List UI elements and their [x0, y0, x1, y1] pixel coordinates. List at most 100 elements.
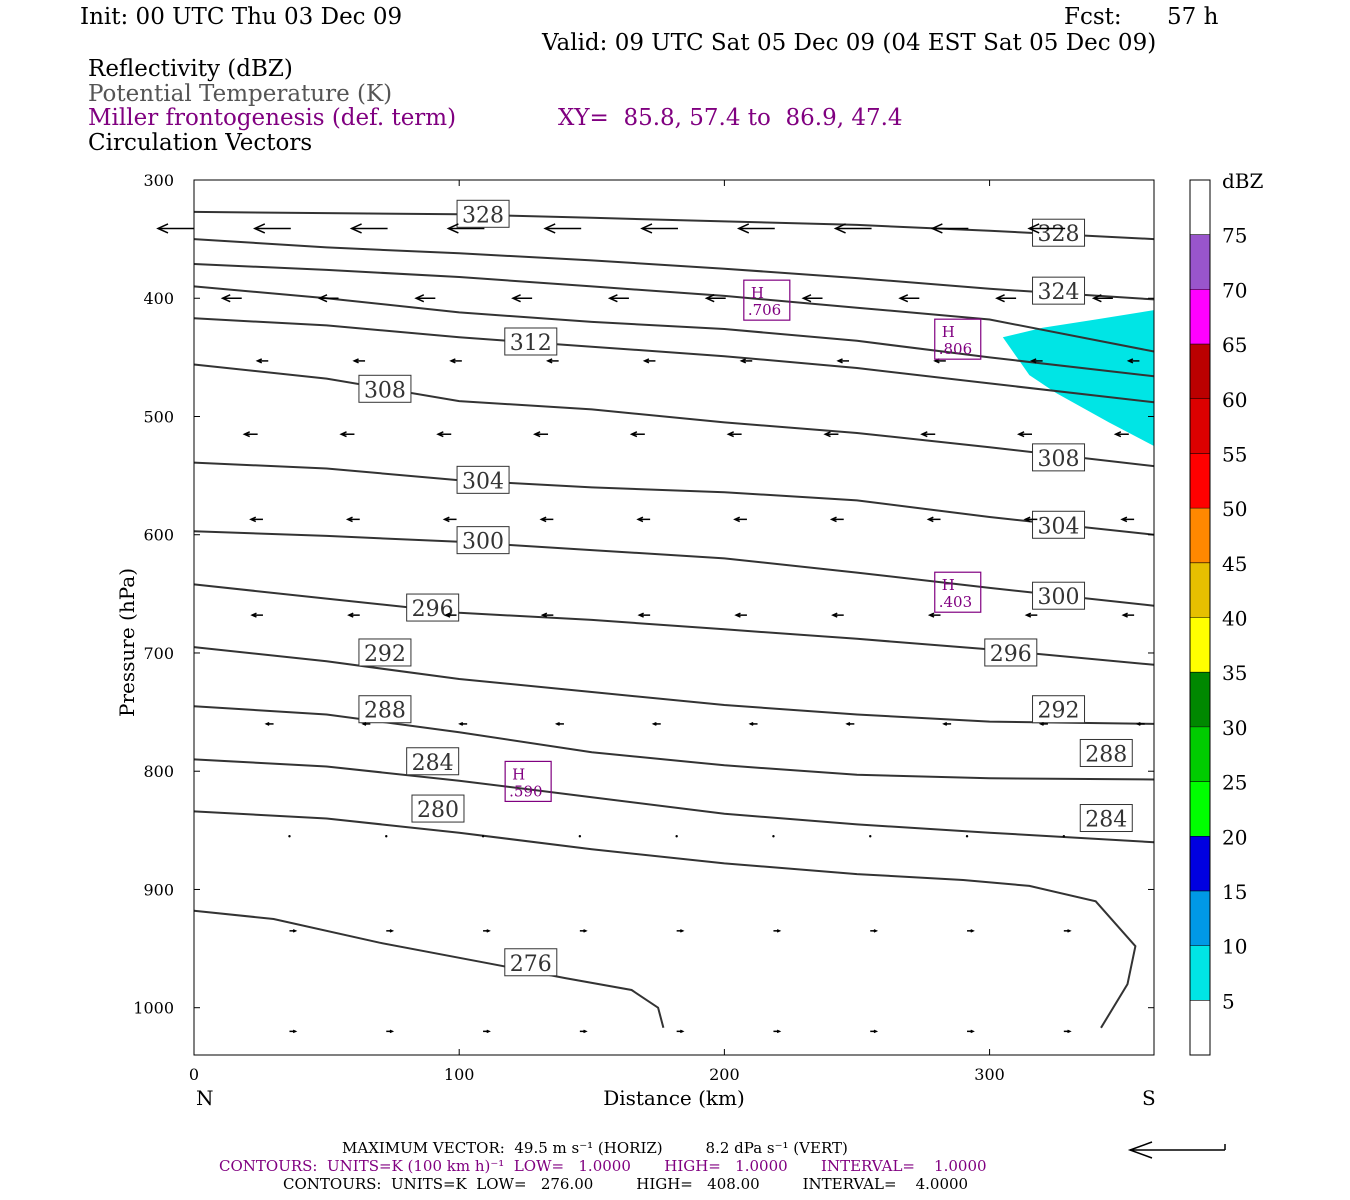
- field-frontogenesis: Miller frontogenesis (def. term): [88, 105, 457, 131]
- vector-head: [926, 516, 934, 523]
- circulation-vector: [845, 721, 855, 726]
- vector-head: [539, 516, 547, 523]
- colorbar-level-label: 30: [1222, 716, 1247, 740]
- vector-head: [446, 223, 459, 234]
- circulation-vector: [1027, 223, 1066, 234]
- vector-head: [1067, 929, 1072, 933]
- contour-label-box: [1032, 581, 1086, 610]
- vector-head: [583, 929, 588, 933]
- vector-head: [1024, 612, 1032, 618]
- circulation-vector: [554, 721, 564, 726]
- colorbar-bin: [1190, 562, 1210, 618]
- x-tick-label: 200: [709, 1065, 740, 1084]
- contour-label-box: [406, 747, 460, 776]
- circulation-vector: [836, 358, 850, 364]
- theta-contour-308: [193, 363, 1155, 468]
- circulation-vector: [483, 929, 491, 933]
- vector-head: [156, 223, 169, 234]
- contour-label-box: [1079, 738, 1133, 767]
- circulation-vector: [533, 431, 549, 438]
- vector-dot: [481, 835, 485, 838]
- vector-head: [345, 516, 353, 523]
- frontogenesis-box: [743, 279, 791, 321]
- contour-label-box: [411, 794, 465, 823]
- vector-head: [637, 612, 644, 618]
- vector-head: [389, 929, 395, 933]
- circulation-vector: [995, 294, 1017, 303]
- contour-label-text: 292: [1038, 699, 1080, 724]
- frontogenesis-h: H: [942, 323, 955, 341]
- circulation-vector: [823, 431, 839, 438]
- vector-dot: [385, 835, 388, 838]
- vector-head: [829, 516, 837, 523]
- colorbar-bin: [1190, 781, 1210, 837]
- colorbar-bin: [1190, 726, 1210, 782]
- vector-head: [250, 612, 257, 618]
- circulation-vector: [1038, 721, 1048, 726]
- frontogenesis-box: [934, 318, 982, 360]
- contour-label-box: [984, 638, 1038, 667]
- circulation-vector: [579, 929, 588, 933]
- frontogenesis-max: H.590: [504, 760, 552, 803]
- circulation-vector: [539, 516, 554, 523]
- vector-head: [629, 431, 638, 438]
- contour-label-text: 308: [1038, 447, 1080, 472]
- vector-head: [292, 1029, 298, 1034]
- contour-label-box: [456, 199, 510, 228]
- vector-head: [776, 929, 782, 933]
- vector-head: [540, 612, 548, 618]
- vector-head: [845, 721, 851, 726]
- theta-contour-304: [193, 461, 1155, 536]
- circulation-vector: [773, 929, 782, 933]
- contour-label-box: [456, 465, 510, 494]
- contour-label-text: 300: [462, 530, 504, 555]
- vector-head: [726, 431, 735, 438]
- contour-label-text: 284: [412, 751, 454, 776]
- theta-contour-312: [193, 317, 1155, 404]
- reflectivity-area-5dbz: [1002, 310, 1154, 447]
- circulation-vector: [920, 431, 936, 438]
- y-tick-label: 1000: [133, 999, 174, 1018]
- contour-label-text: 328: [462, 203, 504, 228]
- vector-head: [748, 721, 754, 726]
- vector-head: [546, 358, 553, 364]
- colorbar-level-label: 25: [1222, 771, 1247, 795]
- vector-head: [970, 1029, 975, 1034]
- circulation-vector: [385, 835, 388, 838]
- reflectivity-layer: [1002, 310, 1154, 447]
- contour-label-box: [1032, 218, 1086, 247]
- y-tick-label: 900: [143, 880, 174, 899]
- contour-label: 328: [1032, 218, 1086, 247]
- circulation-vector: [748, 721, 758, 726]
- vector-head: [1067, 1029, 1072, 1034]
- theta-contour-284: [193, 758, 1155, 844]
- contour-label-text: 288: [1085, 742, 1127, 767]
- vector-head: [249, 516, 257, 523]
- vector-head: [801, 294, 812, 303]
- vector-head: [640, 223, 653, 234]
- theta-contour-320: [193, 263, 1155, 353]
- contour-label-box: [504, 948, 558, 977]
- vector-head: [927, 612, 935, 618]
- colorbar-level-label: 20: [1222, 825, 1247, 849]
- y-tick-label: 300: [143, 171, 174, 190]
- vector-head: [533, 431, 541, 438]
- vector-head: [1027, 223, 1040, 234]
- theta-contours: 2762802842842882882922922962963003003043…: [193, 199, 1155, 1029]
- circulation-vector: [250, 612, 263, 618]
- field-reflectivity: Reflectivity (dBZ): [88, 56, 293, 82]
- y-tick-label: 600: [143, 526, 174, 545]
- vector-head: [349, 223, 362, 234]
- circulation-vector: [651, 721, 661, 726]
- vector-dot: [578, 835, 582, 838]
- circulation-vector: [642, 358, 656, 364]
- contour-label: 288: [358, 695, 412, 724]
- theta-contour-328: [193, 210, 1155, 241]
- contour-label-box: [358, 695, 412, 724]
- colorbar-level-label: 60: [1222, 388, 1247, 412]
- circulation-vector: [676, 929, 685, 933]
- circulation-vector: [726, 431, 742, 438]
- colorbar: 5 10 15 20 25 30 35 40 45 50 55 60 65 70 75 dBZ: [1189, 169, 1264, 1056]
- circulation-vector: [801, 294, 823, 303]
- contour-label: 308: [358, 374, 412, 403]
